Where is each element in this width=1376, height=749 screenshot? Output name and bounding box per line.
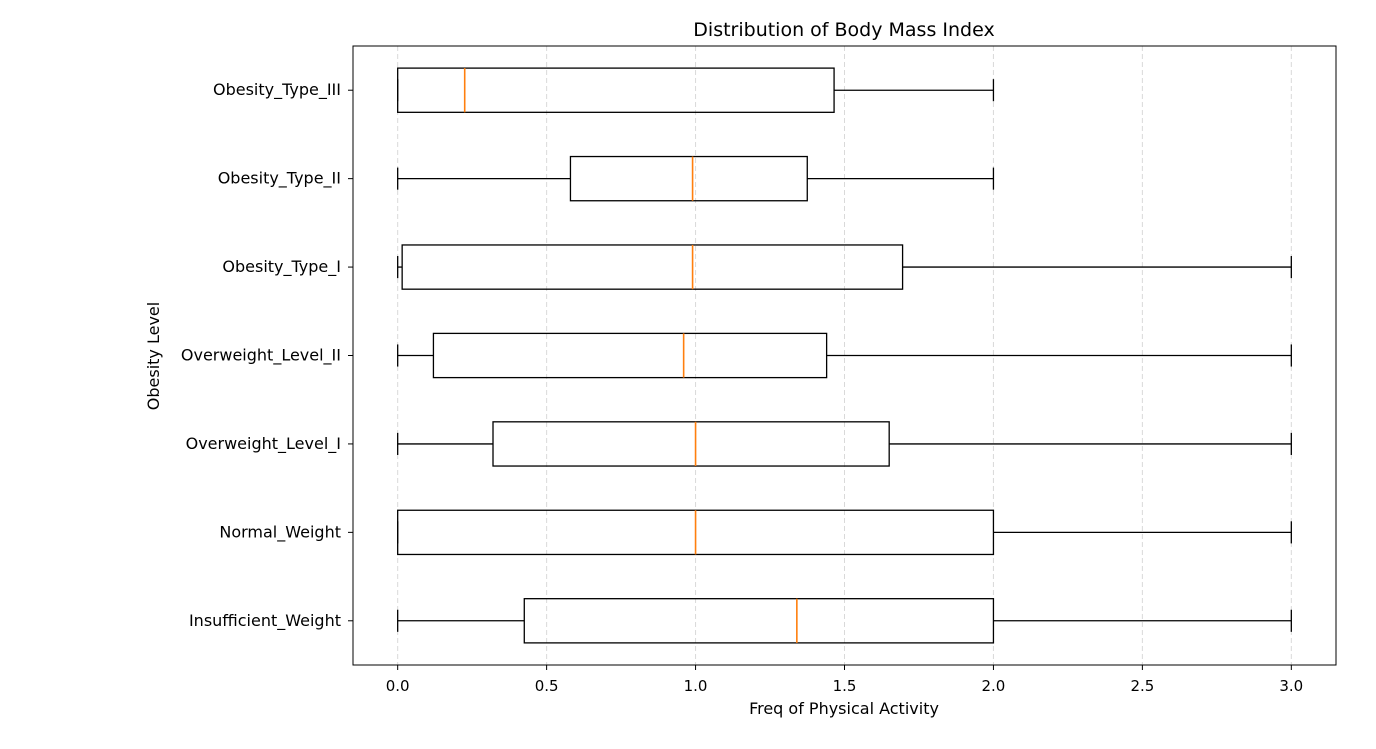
y-axis-label: Obesity Level [144,302,163,410]
box-group [397,421,1292,467]
iqr-box [569,155,808,202]
box-group [397,244,1292,290]
x-tick-label: 1.0 [684,677,708,695]
chart-title: Distribution of Body Mass Index [693,19,994,41]
iqr-box [401,244,904,290]
x-tick-label: 2.0 [982,677,1006,695]
y-axis-ticks: Insufficient_Weight Normal_Weight Overweig… [181,80,353,631]
x-tick-label: 3.0 [1279,677,1303,695]
x-axis-label: Freq of Physical Activity [749,699,939,718]
y-tick-label: Obesity_Type_III [213,80,341,100]
x-axis-ticks: 0.0 0.5 1.0 1.5 2.0 2.5 3.0 [386,665,1303,695]
box-group [397,509,1292,556]
box-group [397,598,1292,644]
y-tick-label: Overweight_Level_II [181,346,341,366]
box-group [397,155,995,202]
x-tick-label: 1.5 [833,677,857,695]
x-tick-label: 2.5 [1130,677,1154,695]
box-group [397,67,995,113]
box-group [397,332,1292,379]
iqr-box [492,421,890,467]
x-tick-label: 0.0 [386,677,410,695]
y-tick-label: Overweight_Level_I [186,434,341,454]
iqr-box [397,67,835,113]
grid-lines [397,46,1292,665]
iqr-box [523,598,995,644]
y-tick-label: Obesity_Type_II [218,169,341,189]
x-tick-label: 0.5 [535,677,559,695]
boxes [397,67,1292,644]
y-tick-label: Normal_Weight [219,522,341,542]
y-tick-label: Insufficient_Weight [189,611,341,631]
iqr-box [432,332,828,379]
y-tick-label: Obesity_Type_I [222,257,341,277]
